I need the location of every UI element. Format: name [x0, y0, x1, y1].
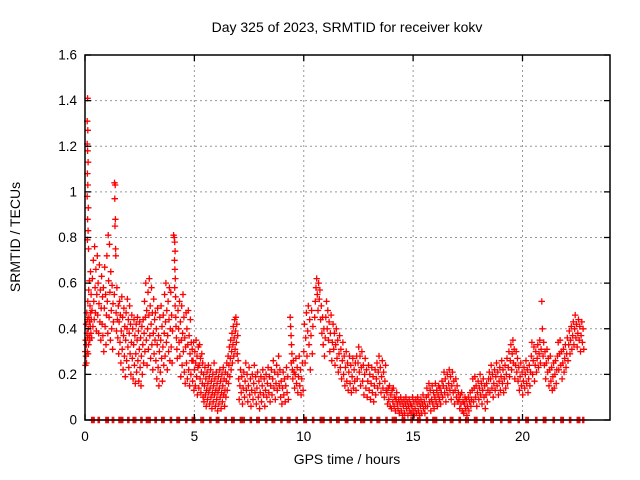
- x-tick-label: 5: [191, 429, 199, 444]
- x-tick-label: 0: [81, 429, 89, 444]
- y-tick-label: 0.2: [58, 367, 77, 382]
- x-tick-label: 20: [515, 429, 530, 444]
- y-tick-label: 0.4: [58, 321, 77, 336]
- x-tick-label: 15: [406, 429, 421, 444]
- tick-labels: 0 5 10 15 20 0 0.2 0.4 0.6 0.8 1 1.2 1.4 1.6: [58, 48, 530, 445]
- y-tick-label: 1: [69, 184, 77, 199]
- y-axis-label: SRMTID / TECUs: [7, 182, 23, 292]
- y-tick-label: 0: [69, 413, 77, 428]
- x-tick-label: 10: [296, 429, 311, 444]
- y-tick-label: 0.6: [58, 276, 77, 291]
- y-tick-label: 0.8: [58, 230, 77, 245]
- plot-border: [84, 54, 611, 421]
- y-tick-label: 1.2: [58, 139, 77, 154]
- chart-title: Day 325 of 2023, SRMTID for receiver kok…: [212, 19, 483, 35]
- y-tick-label: 1.6: [58, 48, 77, 63]
- scatter-points: [82, 95, 587, 419]
- grid-lines: [85, 55, 610, 420]
- data-point-markers: [82, 95, 587, 419]
- x-axis-label: GPS time / hours: [294, 451, 401, 467]
- y-tick-label: 1.4: [58, 93, 77, 108]
